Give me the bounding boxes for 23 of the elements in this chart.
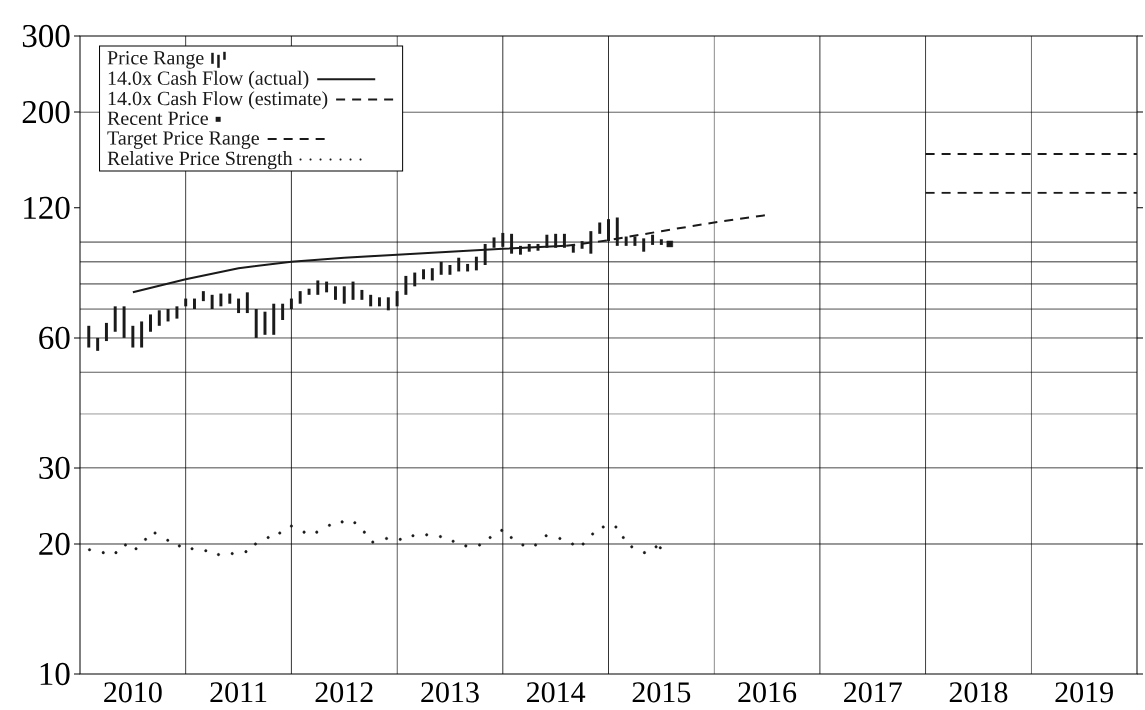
y-tick-label: 10	[40, 662, 70, 686]
x-tick-label: 2013	[421, 682, 479, 703]
x-tick-label: 2012	[315, 682, 373, 703]
x-tick-label: 2010	[104, 682, 162, 703]
y-tick-label: 30	[39, 456, 70, 480]
x-tick-label: 2015	[632, 682, 691, 703]
x-tick-label: 2019	[1055, 682, 1113, 703]
legend-label: 14.0x Cash Flow (actual)	[108, 70, 309, 89]
legend-label: 14.0x Cash Flow (estimate)	[108, 91, 328, 110]
legend-label: Target Price Range	[107, 131, 259, 149]
y-tick-label: 300	[22, 24, 70, 48]
x-tick-label: 2016	[738, 682, 797, 703]
legend-label: Recent Price	[107, 111, 208, 125]
legend-label: Relative Price Strength	[107, 151, 293, 170]
y-tick-label: 200	[22, 100, 70, 124]
y-tick-label: 60	[39, 326, 70, 350]
y-tick-label: 20	[39, 532, 70, 556]
y-tick-label: 120	[24, 196, 70, 220]
x-tick-label: 2014	[526, 682, 586, 703]
x-tick-label: 2017	[844, 682, 902, 703]
x-tick-label: 2018	[949, 682, 1008, 703]
legend-label: Price Range	[107, 51, 204, 69]
x-tick-label: 2011	[210, 682, 267, 703]
